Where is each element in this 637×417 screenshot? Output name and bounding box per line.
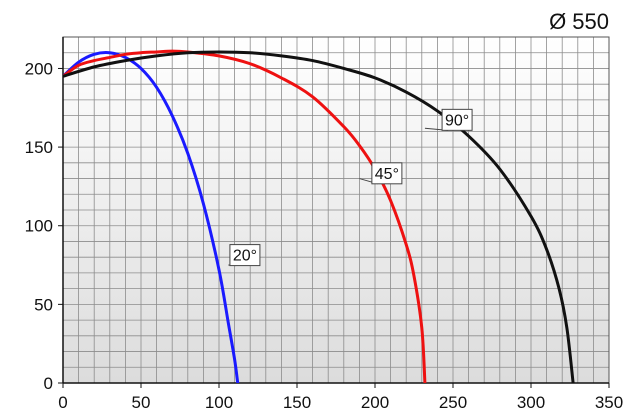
callout-box xyxy=(371,162,403,185)
series-line-1 xyxy=(63,51,240,383)
y-tick-label: 50 xyxy=(34,295,53,314)
chart-title: Ø 550 xyxy=(549,9,609,34)
x-tick-label: 150 xyxy=(283,393,311,412)
x-tick-label: 350 xyxy=(595,393,623,412)
y-tick-label: 0 xyxy=(44,374,53,393)
callout-box xyxy=(229,244,261,267)
series-lines xyxy=(63,49,575,383)
x-tick-label: 200 xyxy=(361,393,389,412)
y-tick-label: 150 xyxy=(25,138,53,157)
tick-labels: 0 50 100 150 200 250 300 350 0 50 100 150 200 xyxy=(25,59,624,412)
callouts: 20° 45° 90° xyxy=(228,108,473,267)
y-tick-label: 100 xyxy=(25,217,53,236)
x-tick-label: 100 xyxy=(205,393,233,412)
x-tick-label: 50 xyxy=(132,393,151,412)
x-tick-label: 0 xyxy=(58,393,67,412)
callout-box xyxy=(441,108,473,131)
axes xyxy=(62,36,610,384)
y-tick-label: 200 xyxy=(25,59,53,78)
series-line-3 xyxy=(63,50,575,383)
x-tick-label: 300 xyxy=(517,393,545,412)
x-tick-label: 250 xyxy=(439,393,467,412)
series-label-1: 20° xyxy=(233,248,257,265)
series-label-2: 45° xyxy=(375,166,399,183)
series-line-2 xyxy=(63,49,427,383)
series-label-3: 90° xyxy=(445,112,469,129)
